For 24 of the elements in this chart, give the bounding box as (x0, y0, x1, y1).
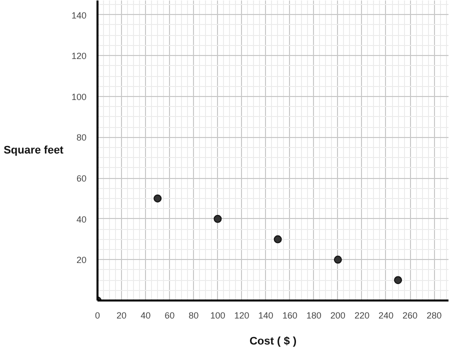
y-axis-title: Square feet (4, 144, 64, 156)
x-tick-label: 260 (402, 310, 418, 320)
y-tick-label: 60 (76, 174, 87, 184)
x-tick-label: 100 (210, 310, 226, 320)
y-tick-label: 120 (71, 51, 87, 62)
x-axis-title: Cost ( $ ) (249, 336, 297, 348)
y-tick-label: 100 (71, 92, 87, 102)
y-tick-label: 40 (76, 214, 87, 224)
x-tick-label: 60 (164, 310, 175, 320)
x-tick-label: 20 (116, 310, 127, 320)
x-tick-label: 200 (330, 310, 346, 320)
x-tick-label: 120 (234, 310, 250, 320)
x-tick-label: 80 (188, 310, 199, 320)
y-tick-label: 140 (71, 10, 87, 20)
x-tick-label: 140 (258, 310, 274, 320)
x-tick-label: 180 (306, 310, 322, 320)
y-tick-label: 20 (76, 255, 87, 266)
x-tick-label: 0 (94, 310, 100, 320)
y-tick-label: 80 (76, 132, 87, 143)
x-tick-label: 40 (140, 310, 151, 320)
x-tick-label: 220 (354, 310, 370, 320)
x-tick-label: 280 (426, 310, 442, 320)
x-tick-label: 160 (282, 310, 298, 320)
x-tick-label: 240 (378, 310, 394, 320)
